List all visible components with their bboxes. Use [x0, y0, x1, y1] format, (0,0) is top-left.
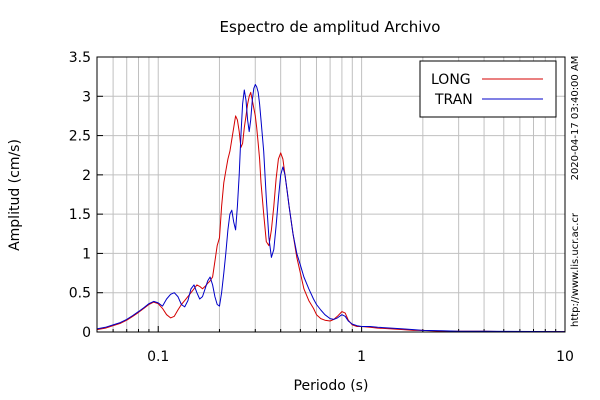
- plot-grid: [97, 56, 566, 333]
- y-tick-label: 2.5: [69, 129, 91, 145]
- legend-label-long: LONG: [431, 72, 471, 88]
- chart-title: Espectro de amplitud Archivo: [220, 18, 441, 36]
- timestamp-label: 2020-04-17 03:40:00 AM: [570, 56, 581, 181]
- axis-ticks: 0 0.5 1 1.5 2 2.5 3 3.5 0.1 1 10: [69, 50, 574, 365]
- legend-box: [419, 60, 557, 118]
- source-url-label: http://www.lis.ucr.ac.cr: [570, 212, 581, 327]
- legend: LONG TRAN: [419, 60, 557, 118]
- y-axis-label: Amplitud (cm/s): [7, 139, 23, 251]
- plot-frame: [96, 56, 566, 333]
- y-tick-label: 2: [82, 168, 91, 184]
- series-lines: [96, 84, 566, 333]
- y-tick-label: 1: [82, 246, 91, 262]
- y-tick-label: 0.5: [69, 286, 91, 302]
- x-axis-label: Periodo (s): [294, 378, 369, 394]
- x-tick-label: 0.1: [147, 349, 169, 365]
- y-tick-label: 0: [82, 325, 91, 341]
- y-tick-label: 3.5: [69, 50, 91, 66]
- x-tick-label: 1: [357, 349, 366, 365]
- x-tick-label: 10: [556, 349, 574, 365]
- y-tick-label: 1.5: [69, 207, 91, 223]
- series-line-tran: [96, 84, 566, 333]
- y-tick-label: 3: [82, 89, 91, 105]
- legend-label-tran: TRAN: [434, 92, 473, 108]
